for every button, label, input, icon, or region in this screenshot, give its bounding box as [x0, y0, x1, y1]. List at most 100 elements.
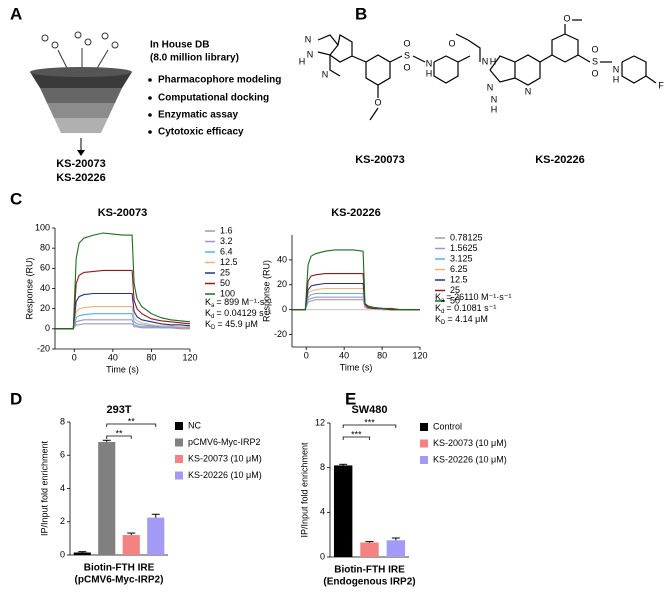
curve [292, 292, 420, 311]
bar [73, 552, 91, 555]
y-tick-label: 12 [315, 417, 325, 427]
legend-label: 3.125 [450, 253, 473, 263]
legend-label: 25 [450, 285, 460, 295]
atom: O [591, 68, 598, 78]
x-axis-label: (Endogenous IRP2) [323, 577, 415, 588]
y-axis-label: IP/Input fold enrichment [39, 440, 49, 536]
x-tick-label: 0 [72, 352, 77, 362]
kinetic-constant: Kd = 0.1081 s⁻¹ [435, 303, 496, 314]
x-tick-label: 40 [339, 350, 349, 360]
atom: N [613, 64, 620, 74]
subscript: D [211, 325, 216, 331]
curve [292, 299, 420, 311]
atom: H [613, 74, 620, 84]
legend-label: 3.2 [220, 236, 233, 246]
subscript: D [441, 320, 446, 326]
curve [55, 269, 191, 330]
bar [147, 517, 165, 555]
value: = 45.9 μM [217, 319, 257, 329]
curve [55, 313, 191, 330]
chart-title: KS-20226 [331, 207, 381, 219]
legend-label: NC [188, 420, 201, 430]
bar [98, 441, 116, 555]
step: Cytotoxic efficacy [158, 127, 244, 138]
y-tick-label: 20 [40, 303, 50, 313]
x-tick-label: 120 [182, 352, 197, 362]
legend-label: 1.5625 [450, 243, 478, 253]
x-tick-label: 80 [377, 350, 387, 360]
symbol: K [435, 303, 441, 313]
curve [292, 273, 420, 311]
y-tick-label: 0 [60, 549, 65, 559]
bar [333, 465, 353, 557]
step: Enzymatic assay [158, 110, 238, 121]
value: = 0.1081 s⁻¹ [446, 303, 496, 313]
curve [55, 319, 190, 330]
x-tick-label: 40 [108, 352, 118, 362]
y-tick-label: 60 [40, 263, 50, 273]
legend-swatch [420, 423, 428, 431]
curve [55, 232, 191, 330]
x-tick-label: 120 [412, 350, 427, 360]
value: = 899 M⁻¹·s⁻¹ [216, 297, 272, 307]
kinetic-constant: Ka = 899 M⁻¹·s⁻¹ [205, 297, 272, 308]
y-axis-label: IP/Input fold enrichment [299, 442, 309, 538]
significance-label: ** [115, 428, 123, 438]
y-tick-label: 0 [320, 551, 325, 561]
atom: H [426, 68, 433, 78]
kinetic-constant: Kd = 0.04129 s⁻¹ [205, 308, 271, 319]
x-axis-label: Time (s) [106, 364, 139, 374]
significance-bracket [106, 423, 157, 427]
symbol: K [205, 297, 211, 307]
significance-label: *** [351, 429, 362, 439]
atom: H [490, 56, 497, 66]
legend-label: 25 [220, 267, 230, 277]
atom: N [426, 58, 433, 68]
atom: O [403, 38, 410, 48]
db-size: (8.0 million library) [150, 53, 239, 64]
y-tick-label: 80 [40, 243, 50, 253]
panel-label: E [345, 389, 356, 408]
x-axis-label: (pCMV6-Myc-IRP2) [75, 575, 164, 586]
panel-label: A [10, 4, 22, 23]
y-tick-label: 20 [277, 279, 287, 289]
atom: N [525, 86, 532, 96]
atom: N [322, 69, 329, 79]
compound-name: KS-20226 [535, 154, 585, 166]
kinetic-constant: Ka = 26110 M⁻¹·s⁻¹ [435, 292, 511, 303]
x-axis-label: Biotin-FTH IRE [84, 563, 155, 574]
legend-label: 6.4 [220, 246, 233, 256]
hit: KS-20073 [56, 158, 106, 170]
y-tick-label: 0 [45, 323, 50, 333]
symbol: K [435, 292, 441, 302]
atom: N [482, 56, 489, 66]
legend-label: 6.25 [450, 264, 468, 274]
legend-swatch [420, 456, 428, 464]
step: Pharmacophore modeling [158, 75, 281, 86]
significance-label: *** [364, 417, 375, 427]
atom: F [658, 80, 664, 90]
bar [360, 542, 379, 557]
compound-name: KS-20073 [355, 154, 405, 166]
steps: Pharmacophore modeling Computational doc… [148, 75, 281, 138]
symbol: K [205, 308, 211, 318]
y-tick-label: 8 [60, 416, 65, 426]
chart-title: KS-20073 [98, 207, 148, 219]
value: = 4.14 μM [447, 314, 487, 324]
atom: N [487, 82, 494, 92]
legend-label: 100 [220, 288, 235, 298]
legend-label: pCMV6-Myc-IRP2 [188, 437, 261, 447]
atom: S [592, 56, 598, 66]
legend-label: 12.5 [450, 274, 468, 284]
atom: N [491, 94, 498, 104]
atom: S [404, 50, 410, 60]
y-axis-label: Response (RU) [24, 257, 34, 319]
symbol: K [435, 314, 441, 324]
legend-swatch [420, 439, 428, 448]
legend-label: 50 [220, 278, 230, 288]
kinetic-constant: KD = 45.9 μM [205, 319, 258, 330]
panel-label: D [10, 389, 22, 408]
curve [292, 282, 420, 311]
db-title: In House DB [150, 40, 209, 51]
y-tick-label: 6 [60, 450, 65, 460]
